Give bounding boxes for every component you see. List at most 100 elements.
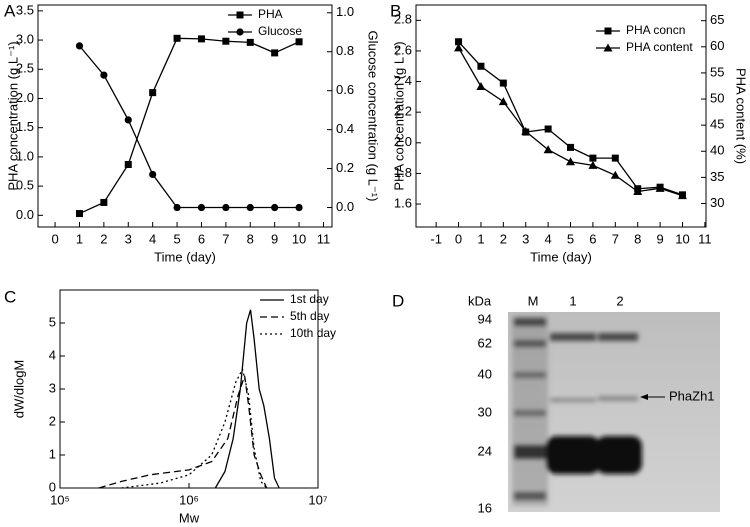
y2-tick-label: 40: [710, 143, 724, 158]
x-axis-label: Time (day): [154, 249, 216, 264]
x-tick-label: 0: [51, 231, 58, 246]
data-marker: [476, 81, 486, 90]
data-marker: [633, 186, 643, 195]
legend-label: PHA: [258, 7, 283, 21]
x-tick-label: 2: [500, 231, 507, 246]
y2-tick-label: 0.8: [336, 43, 354, 58]
marker-label: 40: [478, 366, 492, 381]
data-marker: [655, 183, 665, 192]
panel-letter: D: [392, 291, 404, 310]
y2-tick-label: 0.0: [336, 199, 354, 214]
x-tick-label: 0: [455, 231, 462, 246]
data-marker: [566, 157, 576, 166]
legend-label: PHA content: [626, 40, 693, 54]
x-tick-label: 4: [545, 231, 552, 246]
gel-bands: [512, 316, 642, 506]
lane-label: 2: [616, 293, 623, 308]
x-tick-label: 5: [173, 231, 180, 246]
legend-label: 5th day: [290, 309, 329, 323]
y-tick-label: 0.0: [16, 207, 34, 222]
x-tick-label: 10: [292, 231, 306, 246]
x-tick-label: 8: [247, 231, 254, 246]
data-marker: [246, 38, 254, 46]
data-marker: [454, 43, 464, 52]
data-marker: [197, 35, 205, 43]
data-marker: [295, 38, 303, 46]
y-tick-label: 2.2: [394, 104, 412, 119]
y2-axis-label: PHA content (%): [734, 68, 749, 164]
series-line: [214, 309, 280, 489]
data-marker: [197, 203, 206, 212]
lane-label: 1: [569, 293, 576, 308]
x-tick-label: 11: [698, 231, 712, 246]
y2-tick-label: 45: [710, 117, 724, 132]
annotation: PhaZh1: [669, 388, 715, 403]
y-tick-label: 3.5: [16, 2, 34, 17]
y-tick-label: 2.6: [394, 42, 412, 57]
y-tick-label: 1.0: [16, 148, 34, 163]
y2-tick-label: 30: [710, 195, 724, 210]
series-line: [98, 375, 268, 489]
x-tick-label: 6: [589, 231, 596, 246]
y-tick-label: 0.5: [16, 178, 34, 193]
x-axis-label: Mw: [179, 510, 200, 525]
x-tick-label: 7: [612, 231, 619, 246]
data-marker: [567, 143, 575, 151]
data-marker: [75, 210, 83, 218]
data-marker: [455, 38, 463, 46]
legend-label: 1st day: [290, 292, 329, 306]
data-marker: [124, 160, 132, 168]
data-marker: [271, 203, 279, 212]
data-marker: [499, 79, 507, 87]
lane-label: M: [528, 293, 539, 308]
y-axis-label: dW/dlogM: [11, 360, 26, 419]
data-marker: [173, 34, 181, 42]
y-tick-label: 1.8: [394, 165, 412, 180]
x-tick-label: 3: [522, 231, 529, 246]
y-axis-label: PHA concentration (g L⁻¹): [5, 41, 20, 190]
y-tick-label: 1.5: [16, 119, 34, 134]
y2-tick-label: 1.0: [336, 4, 354, 19]
y-tick-label: 2.0: [394, 134, 412, 149]
y-tick-label: 4: [49, 347, 56, 362]
marker-label: 94: [478, 311, 492, 326]
x-tick-label: 9: [656, 231, 663, 246]
y2-tick-label: 35: [710, 169, 724, 184]
data-marker: [610, 170, 620, 179]
data-marker: [173, 203, 181, 212]
y-tick-label: 2.5: [16, 61, 34, 76]
panel-letter: B: [390, 1, 401, 20]
data-marker: [124, 116, 132, 124]
x-tick-label: 10⁶: [179, 492, 199, 507]
data-marker: [611, 154, 619, 162]
y-tick-label: 1.6: [394, 195, 412, 210]
x-tick-label: 11: [317, 231, 331, 246]
data-marker: [677, 191, 687, 200]
data-marker: [149, 89, 157, 97]
gel-unit: kDa: [468, 293, 492, 308]
y-tick-label: 1: [49, 446, 56, 461]
y-axis-label: PHA concentration (g L⁻¹): [391, 41, 406, 190]
marker-label: 62: [478, 335, 492, 350]
legend-label: 10th day: [290, 326, 336, 340]
marker-label: 24: [478, 443, 492, 458]
x-tick-label: 2: [100, 231, 107, 246]
data-marker: [100, 198, 108, 206]
x-tick-label: 4: [149, 231, 156, 246]
x-tick-label: 3: [125, 231, 132, 246]
y2-tick-label: 60: [710, 38, 724, 53]
data-marker: [588, 160, 598, 169]
x-tick-label: 5: [567, 231, 574, 246]
y2-tick-label: 0.4: [336, 121, 354, 136]
data-marker: [100, 71, 108, 79]
marker-label: 30: [478, 404, 492, 419]
data-marker: [543, 145, 553, 154]
series-line: [457, 47, 683, 197]
y-tick-label: 5: [49, 314, 56, 329]
x-tick-label: 7: [222, 231, 229, 246]
data-marker: [222, 203, 230, 212]
legend-marker: [236, 28, 244, 36]
gel-image: [508, 312, 720, 512]
data-marker: [271, 49, 279, 57]
